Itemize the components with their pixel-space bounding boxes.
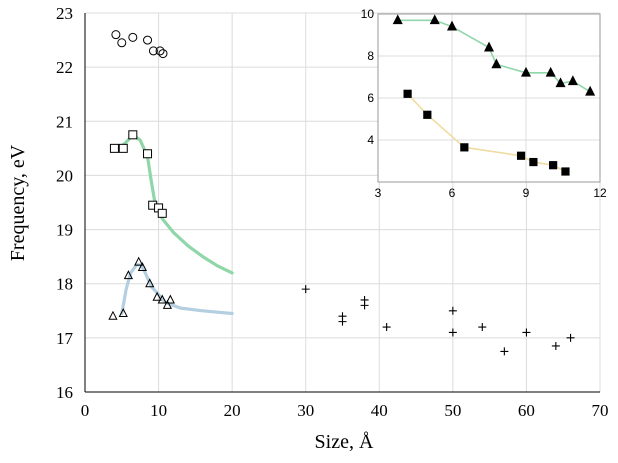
x-tick-label: 60 <box>518 401 535 420</box>
filled-squares-point <box>549 161 558 170</box>
filled-triangles-point <box>520 66 532 77</box>
y-tick-label: 17 <box>56 329 74 348</box>
filled-triangles-point <box>545 66 556 77</box>
blue-fit-curve <box>120 263 234 316</box>
circles-point <box>143 35 153 45</box>
inset-ticks: 3 6 9 12 4 6 8 10 <box>361 7 607 200</box>
y-tick-label: 22 <box>56 58 73 77</box>
triangles-point <box>108 310 118 320</box>
circles-point <box>111 30 121 40</box>
squares-point <box>143 149 153 159</box>
inset-x-tick-label: 6 <box>449 186 456 200</box>
y-axis-label: Frequency, eV <box>7 144 29 261</box>
circles-point <box>128 32 138 42</box>
crosses-point <box>478 323 487 332</box>
crosses-point <box>500 347 509 356</box>
filled-squares-point <box>516 151 526 160</box>
y-tick-label: 19 <box>56 221 73 240</box>
x-tick-label: 10 <box>150 401 167 420</box>
filled-triangles-point <box>491 58 502 69</box>
inset-y-tick-label: 10 <box>361 7 375 21</box>
circles-point <box>155 46 165 56</box>
inset-y-tick-label: 4 <box>367 133 374 147</box>
crosses-point <box>448 328 457 337</box>
triangles-point <box>157 294 167 304</box>
circles-point <box>148 46 158 56</box>
x-tick-label: 20 <box>224 401 241 420</box>
triangles-point <box>145 278 155 288</box>
squares-point <box>109 143 119 153</box>
crosses-point <box>382 323 391 332</box>
inset-frame <box>377 13 601 183</box>
squares-point <box>128 130 138 140</box>
inset-y-tick-label: 8 <box>367 49 374 63</box>
y-tick-label: 21 <box>56 112 73 131</box>
filled-squares-point <box>403 89 412 98</box>
triangles-point <box>123 270 134 280</box>
circles-point <box>117 38 127 48</box>
inset-axes <box>377 13 601 183</box>
main-axes <box>84 13 600 393</box>
triangles-point <box>118 308 128 318</box>
inset-chart: 3 6 9 12 4 6 8 10 <box>361 7 607 200</box>
x-tick-label: 30 <box>297 401 314 420</box>
inset-points <box>392 14 596 176</box>
filled-squares-point <box>529 157 538 167</box>
crosses-point <box>301 285 310 294</box>
circles-point <box>158 49 168 59</box>
x-tick-label: 40 <box>371 401 388 420</box>
main-ticks: 0 10 20 30 40 50 60 70 16 17 18 19 20 21 22 23 <box>56 4 609 420</box>
y-tick-label: 18 <box>56 275 73 294</box>
x-axis-label: Size, Å <box>315 431 374 453</box>
inset-x-tick-label: 12 <box>593 186 607 200</box>
green-fit-curve <box>116 133 234 275</box>
inset-x-tick-label: 3 <box>375 186 382 200</box>
filled-triangles-point <box>585 85 596 96</box>
crosses-point <box>551 341 560 350</box>
crosses-point <box>522 328 531 337</box>
y-tick-label: 20 <box>56 166 73 185</box>
crosses-point <box>360 295 369 304</box>
inset-x-tick-label: 9 <box>523 186 530 200</box>
y-tick-label: 16 <box>56 383 73 402</box>
filled-triangles-point <box>446 20 458 31</box>
filled-triangles-point <box>392 14 403 25</box>
triangles-point <box>152 291 162 301</box>
filled-squares-point <box>423 110 432 119</box>
x-tick-label: 50 <box>444 401 461 420</box>
triangles-point <box>134 256 144 266</box>
squares-point <box>118 143 128 153</box>
x-tick-label: 70 <box>592 401 609 420</box>
crosses-point <box>338 312 347 321</box>
triangles-point <box>162 299 173 309</box>
main-points <box>108 30 575 356</box>
triangles-point <box>165 294 175 304</box>
filled-triangles-point <box>429 14 440 25</box>
squares-point <box>157 208 167 218</box>
filled-squares-point <box>561 167 570 176</box>
inset-y-tick-label: 6 <box>367 91 374 105</box>
triangles-point <box>137 262 148 272</box>
x-tick-label: 0 <box>81 401 90 420</box>
y-tick-label: 23 <box>56 4 73 23</box>
filled-squares-point <box>460 143 469 152</box>
filled-triangles-point <box>483 41 495 52</box>
crosses-point <box>566 333 575 342</box>
crosses-point <box>448 306 457 315</box>
filled-triangles-point <box>555 77 566 88</box>
main-curves <box>116 133 234 316</box>
filled-triangles-point <box>567 75 578 86</box>
filled-triangles-line <box>397 19 591 93</box>
